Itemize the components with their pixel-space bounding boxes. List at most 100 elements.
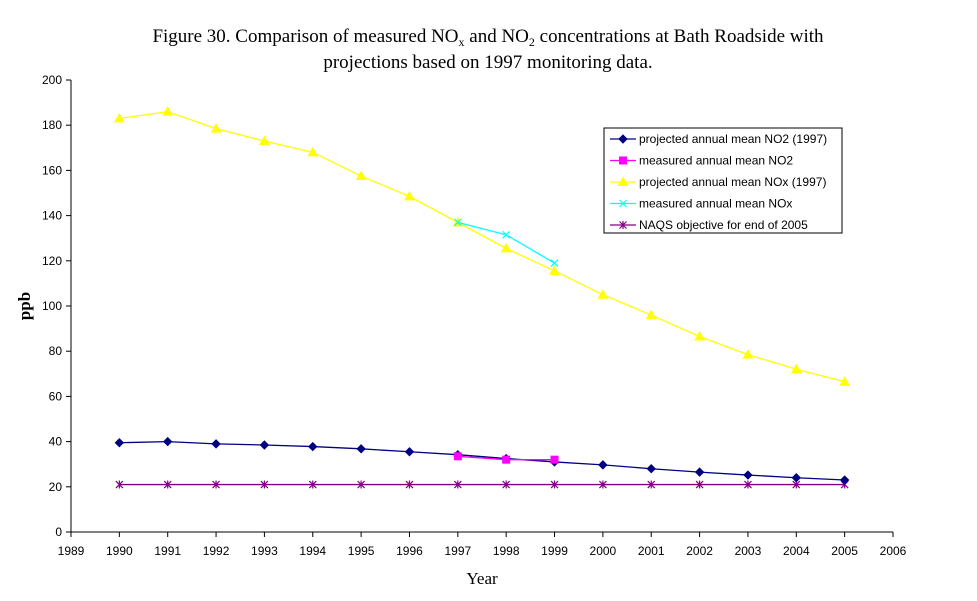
data-point bbox=[260, 480, 269, 489]
data-point bbox=[695, 480, 704, 489]
data-point bbox=[453, 452, 462, 461]
data-point bbox=[404, 190, 415, 201]
legend-label: projected annual mean NO2 (1997) bbox=[639, 132, 827, 146]
series-line bbox=[119, 110, 845, 383]
data-point bbox=[790, 363, 802, 374]
data-point bbox=[162, 436, 173, 447]
series-4 bbox=[115, 480, 849, 489]
legend: projected annual mean NO2 (1997) measured… bbox=[603, 127, 843, 234]
series-layer bbox=[113, 106, 851, 489]
x-tick-label: 1990 bbox=[106, 544, 133, 558]
x-tick-label: 1992 bbox=[203, 544, 230, 558]
data-point bbox=[212, 480, 220, 489]
data-point bbox=[357, 480, 366, 489]
legend-swatch-marker bbox=[617, 176, 629, 186]
legend-label: projected annual mean NOx (1997) bbox=[639, 175, 826, 189]
data-point bbox=[598, 480, 607, 489]
x-tick-label: 2001 bbox=[638, 544, 665, 558]
data-point bbox=[597, 289, 609, 299]
data-point bbox=[308, 441, 318, 452]
data-point bbox=[355, 170, 367, 181]
legend-swatch-marker bbox=[619, 156, 627, 165]
data-point bbox=[259, 135, 270, 146]
x-tick-label: 1997 bbox=[444, 544, 471, 558]
y-tick-label: 80 bbox=[49, 344, 63, 358]
data-point bbox=[502, 455, 511, 464]
data-point bbox=[114, 438, 125, 448]
data-point bbox=[839, 376, 851, 386]
x-tick-label: 1999 bbox=[541, 544, 568, 558]
data-point bbox=[163, 480, 172, 489]
legend-swatch-marker bbox=[619, 221, 627, 229]
data-point bbox=[453, 480, 462, 489]
x-tick-label: 1991 bbox=[154, 544, 181, 558]
legend-swatch-marker bbox=[618, 134, 628, 144]
x-axis-title: Year bbox=[466, 569, 498, 588]
data-point bbox=[742, 349, 754, 359]
y-tick-label: 0 bbox=[55, 525, 62, 539]
data-point bbox=[694, 330, 705, 341]
y-tick-label: 180 bbox=[42, 118, 62, 132]
y-tick-label: 20 bbox=[49, 480, 63, 494]
data-point bbox=[502, 230, 511, 239]
x-tick-label: 2000 bbox=[590, 544, 617, 558]
data-point bbox=[453, 218, 462, 227]
x-tick-label: 1995 bbox=[348, 544, 375, 558]
x-tick-label: 2002 bbox=[686, 544, 713, 558]
legend-label: measured annual mean NOx bbox=[639, 197, 792, 211]
x-tick-label: 1989 bbox=[58, 544, 85, 558]
y-axis-title: ppb bbox=[15, 292, 34, 320]
data-point bbox=[744, 480, 752, 489]
data-point bbox=[550, 480, 559, 489]
y-tick-label: 60 bbox=[49, 389, 63, 403]
data-point bbox=[598, 460, 608, 470]
data-point bbox=[646, 464, 656, 474]
x-tick-label: 2005 bbox=[831, 544, 858, 558]
data-point bbox=[694, 467, 705, 477]
data-point bbox=[549, 265, 560, 275]
data-point bbox=[405, 480, 414, 489]
x-tick-label: 1994 bbox=[299, 544, 326, 558]
data-point bbox=[500, 242, 512, 253]
x-tick-label: 1993 bbox=[251, 544, 278, 558]
data-point bbox=[404, 447, 415, 457]
y-tick-label: 140 bbox=[42, 209, 62, 223]
data-point bbox=[743, 470, 753, 480]
y-tick-label: 40 bbox=[49, 435, 63, 449]
data-point bbox=[647, 480, 656, 489]
chart-title-line-1: Figure 30. Comparison of measured NOx an… bbox=[152, 26, 824, 49]
x-tick-label: 2006 bbox=[880, 544, 907, 558]
data-point bbox=[113, 112, 125, 123]
series-1 bbox=[453, 452, 559, 464]
data-point bbox=[259, 440, 270, 450]
y-tick-label: 120 bbox=[42, 254, 62, 268]
x-tick-label: 1996 bbox=[396, 544, 423, 558]
x-ticks: 1989 1990 1991 1992 1993 1994 1995 1996 1997 1998… bbox=[58, 532, 907, 558]
legend-label: NAQS objective for end of 2005 bbox=[639, 218, 808, 232]
data-point bbox=[211, 439, 221, 449]
data-point bbox=[356, 444, 366, 454]
data-point bbox=[645, 309, 657, 320]
series-0 bbox=[114, 436, 850, 485]
data-point bbox=[839, 475, 850, 485]
legend-box bbox=[603, 127, 843, 234]
y-tick-label: 160 bbox=[42, 163, 62, 177]
data-point bbox=[115, 480, 124, 489]
data-point bbox=[308, 480, 317, 489]
chart-title-line-2: projections based on 1997 monitoring dat… bbox=[323, 52, 652, 73]
series-3 bbox=[453, 218, 559, 267]
x-tick-label: 2003 bbox=[735, 544, 762, 558]
y-ticks: 0 20 40 60 80 100 120 140 160 180 200 bbox=[42, 73, 71, 539]
x-tick-label: 1998 bbox=[493, 544, 520, 558]
data-point bbox=[307, 146, 319, 157]
y-tick-label: 200 bbox=[42, 73, 62, 87]
data-point bbox=[162, 106, 174, 116]
x-tick-label: 2004 bbox=[783, 544, 810, 558]
data-point bbox=[210, 123, 222, 133]
data-point bbox=[550, 259, 559, 267]
legend-label: measured annual mean NO2 bbox=[639, 154, 793, 168]
series-line bbox=[119, 440, 845, 481]
data-point bbox=[791, 473, 802, 483]
y-tick-label: 100 bbox=[42, 299, 62, 313]
